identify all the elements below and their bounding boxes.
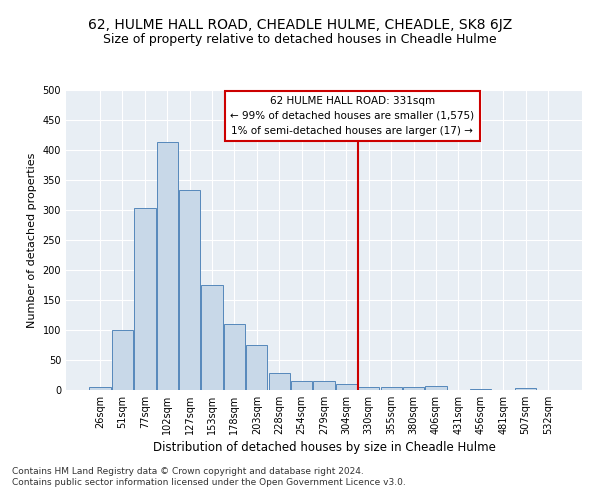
Bar (179, 190, 200, 390)
Bar (291, 381, 312, 390)
X-axis label: Distribution of detached houses by size in Cheadle Hulme: Distribution of detached houses by size … (152, 441, 496, 454)
Bar (358, 387, 379, 390)
Bar (246, 345, 268, 390)
Bar (112, 330, 133, 390)
Bar (425, 386, 446, 390)
Bar (403, 387, 424, 390)
Bar (336, 384, 357, 390)
Text: Contains HM Land Registry data © Crown copyright and database right 2024.: Contains HM Land Registry data © Crown c… (12, 467, 364, 476)
Bar (380, 387, 402, 390)
Bar (134, 208, 155, 390)
Bar (470, 389, 491, 390)
Y-axis label: Number of detached properties: Number of detached properties (27, 152, 37, 328)
Bar (202, 285, 223, 390)
Text: Size of property relative to detached houses in Cheadle Hulme: Size of property relative to detached ho… (103, 32, 497, 46)
Bar (515, 388, 536, 390)
Text: 62 HULME HALL ROAD: 331sqm
← 99% of detached houses are smaller (1,575)
1% of se: 62 HULME HALL ROAD: 331sqm ← 99% of deta… (230, 96, 475, 136)
Bar (157, 142, 178, 390)
Text: 62, HULME HALL ROAD, CHEADLE HULME, CHEADLE, SK8 6JZ: 62, HULME HALL ROAD, CHEADLE HULME, CHEA… (88, 18, 512, 32)
Bar (224, 324, 245, 390)
Bar (89, 387, 111, 390)
Bar (313, 381, 335, 390)
Text: Contains public sector information licensed under the Open Government Licence v3: Contains public sector information licen… (12, 478, 406, 487)
Bar (269, 373, 290, 390)
